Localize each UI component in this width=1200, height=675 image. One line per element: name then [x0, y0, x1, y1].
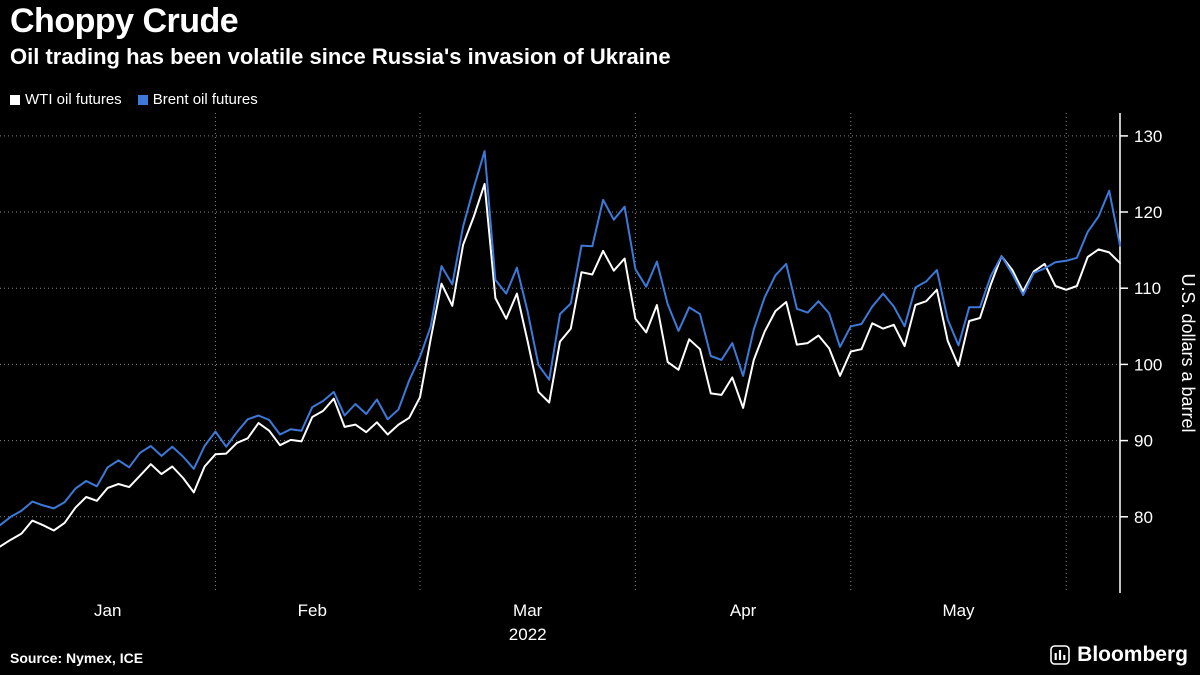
brand-name: Bloomberg: [1077, 643, 1188, 666]
y-tick-label: 120: [1134, 203, 1162, 222]
page-title: Choppy Crude: [10, 2, 239, 40]
chart-area: 80 90 100 110 120 130 Jan Feb Mar 2022 Apr May U.S. …: [0, 113, 1200, 653]
y-tick-label: 110: [1134, 279, 1161, 298]
y-tick-label: 80: [1134, 508, 1153, 527]
x-year-label: 2022: [509, 625, 547, 644]
bloomberg-logo: Bloomberg: [1050, 643, 1188, 667]
x-month-label: Apr: [730, 601, 757, 620]
legend-label-brent: Brent oil futures: [152, 91, 258, 108]
legend-label-wti: WTI oil futures: [25, 91, 122, 108]
x-month-label: May: [942, 601, 975, 620]
page-subtitle: Oil trading has been volatile since Russ…: [10, 44, 671, 69]
source-note: Source: Nymex, ICE: [10, 650, 144, 666]
x-month-label: Feb: [298, 601, 327, 620]
legend: WTI oil futures Brent oil futures: [10, 91, 258, 108]
y-tick-label: 100: [1134, 355, 1162, 374]
wti-swatch-icon: [10, 94, 20, 105]
y-tick-label: 130: [1134, 127, 1162, 146]
oil-price-line-chart: 80 90 100 110 120 130 Jan Feb Mar 2022 Apr May U.S. …: [0, 113, 1198, 644]
legend-item-wti: WTI oil futures: [10, 91, 122, 108]
brent-swatch-icon: [137, 94, 148, 105]
y-tick-label: 90: [1134, 432, 1153, 451]
x-month-label: Mar: [513, 601, 543, 620]
wti-price-line: [0, 182, 1121, 548]
legend-item-brent: Brent oil futures: [137, 91, 258, 108]
brent-price-line: [0, 150, 1121, 527]
x-month-label: Jan: [94, 601, 121, 620]
bloomberg-terminal-icon: [1050, 645, 1070, 665]
y-axis-title: U.S. dollars a barrel: [1178, 273, 1198, 432]
